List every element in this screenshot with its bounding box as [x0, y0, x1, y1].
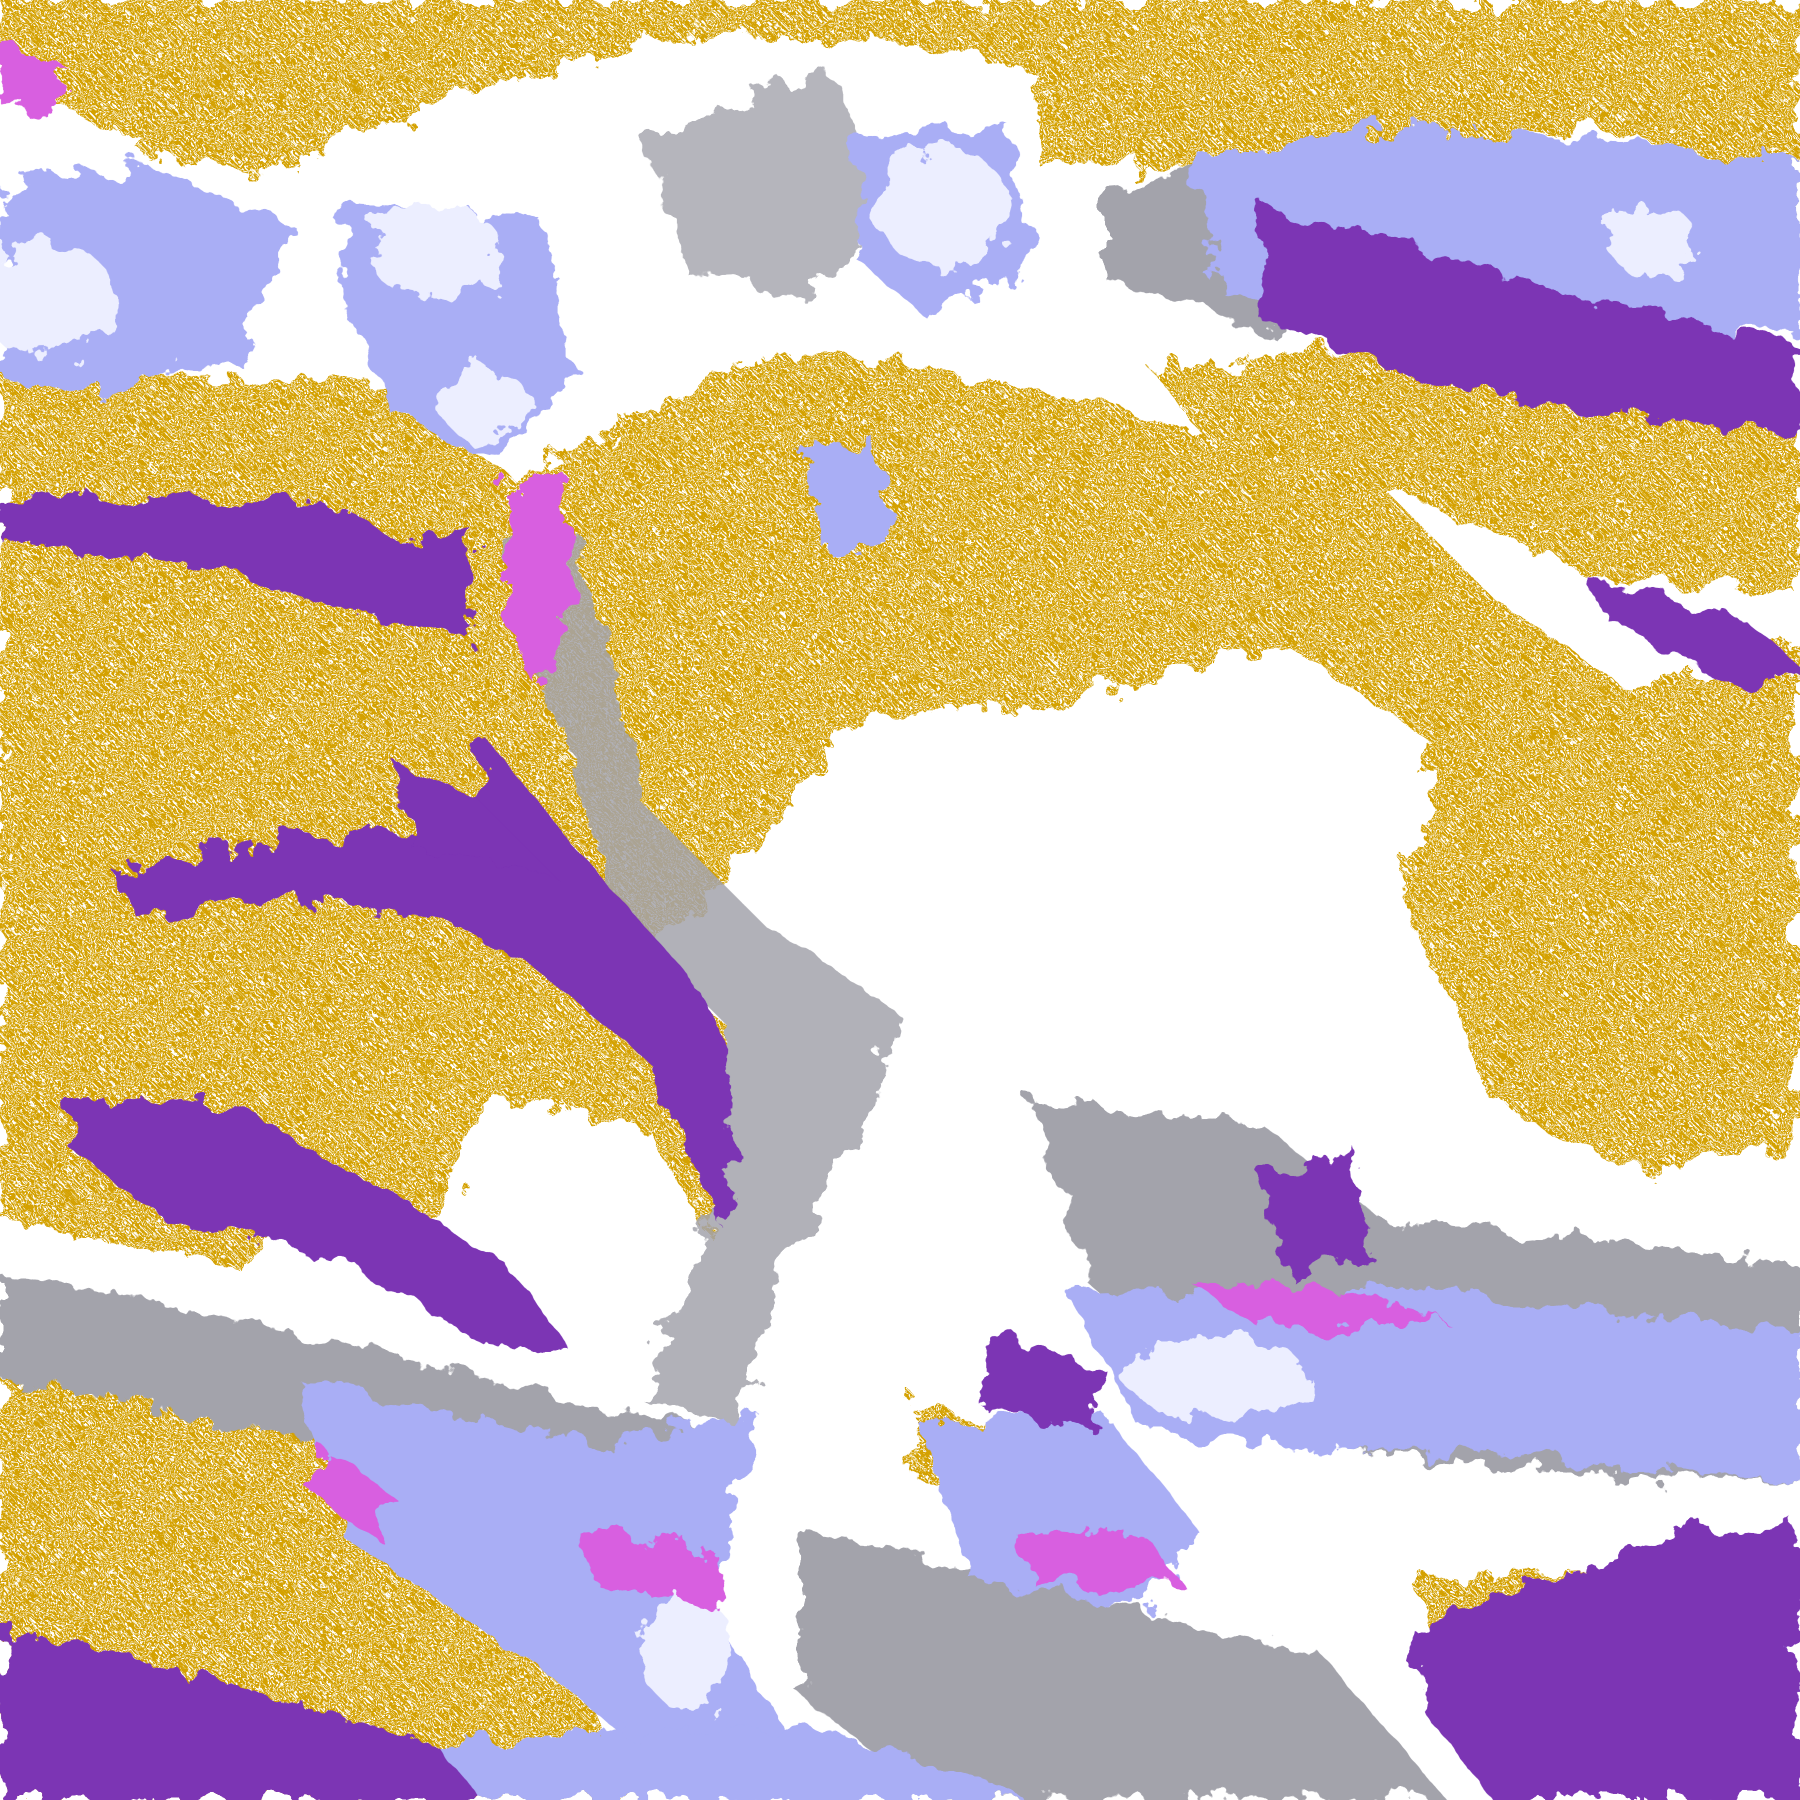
mixed-phase-layer	[0, 45, 1447, 1608]
very-high-cloud-layer	[0, 149, 1699, 1711]
thick-cloud-layer	[0, 206, 1800, 1800]
